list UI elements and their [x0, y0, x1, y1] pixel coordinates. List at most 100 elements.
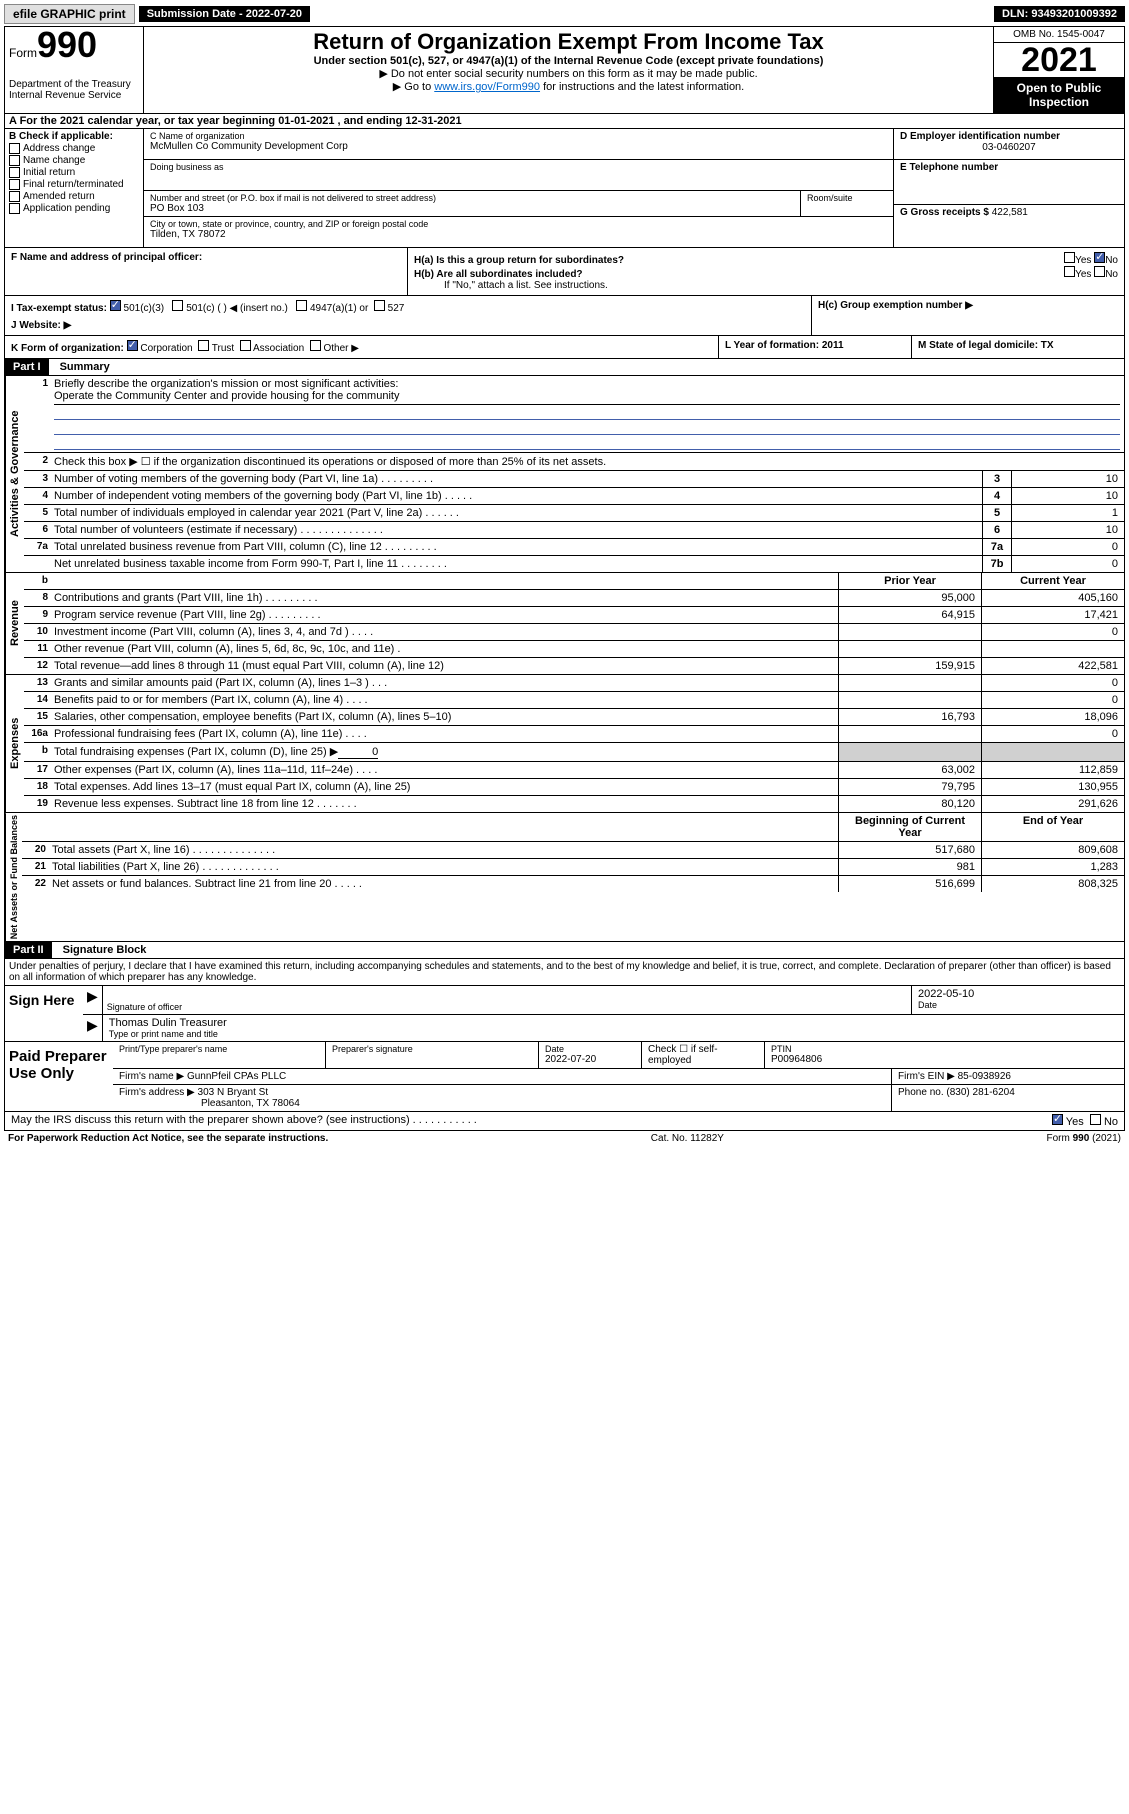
chk-other[interactable] [310, 340, 321, 351]
pt-check: Check ☐ if self-employed [642, 1042, 765, 1068]
part2-title: Signature Block [55, 944, 147, 956]
cy-h: Current Year [981, 573, 1124, 589]
discuss-no-lbl: No [1104, 1116, 1118, 1128]
l12p: 159,915 [838, 658, 981, 674]
f-label: F Name and address of principal officer: [11, 252, 202, 263]
hb-yes[interactable] [1064, 266, 1075, 277]
firm-ein: 85-0938926 [958, 1071, 1011, 1082]
chk-initial[interactable] [9, 167, 20, 178]
city: Tilden, TX 78072 [150, 229, 887, 240]
pt-date: 2022-07-20 [545, 1054, 635, 1065]
l1-text: Briefly describe the organization's miss… [54, 378, 1120, 390]
chk-501c3[interactable] [110, 300, 121, 311]
lbl-corp: Corporation [140, 343, 192, 354]
firm-name: GunnPfeil CPAs PLLC [187, 1071, 286, 1082]
firm-addr2: Pleasanton, TX 78064 [119, 1098, 885, 1109]
l16bc-shade [981, 743, 1124, 761]
j-website: J Website: ▶ [11, 320, 805, 331]
l18c: 130,955 [981, 779, 1124, 795]
dln: DLN: 93493201009392 [994, 6, 1125, 22]
chk-trust[interactable] [198, 340, 209, 351]
l5: Total number of individuals employed in … [50, 505, 982, 521]
l13: Grants and similar amounts paid (Part IX… [50, 675, 838, 691]
lbl-initial: Initial return [23, 167, 75, 178]
l20c: 809,608 [981, 842, 1124, 858]
officer-name: Thomas Dulin Treasurer [109, 1017, 1118, 1029]
ha-label: H(a) Is this a group return for subordin… [414, 255, 624, 266]
l4: Number of independent voting members of … [50, 488, 982, 504]
form-word: Form [9, 46, 37, 60]
chk-amended[interactable] [9, 191, 20, 202]
l14c: 0 [981, 692, 1124, 708]
l18p: 79,795 [838, 779, 981, 795]
footer: For Paperwork Reduction Act Notice, see … [4, 1131, 1125, 1146]
chk-4947[interactable] [296, 300, 307, 311]
discuss-yes[interactable] [1052, 1114, 1063, 1125]
chk-address[interactable] [9, 143, 20, 154]
firm-ein-label: Firm's EIN ▶ [898, 1071, 955, 1082]
l3v: 10 [1011, 471, 1124, 487]
ein-label: D Employer identification number [900, 131, 1118, 142]
l7b: Net unrelated business taxable income fr… [50, 556, 982, 572]
header-left: Form 990 Department of the Treasury Inte… [5, 27, 144, 113]
l8p: 95,000 [838, 590, 981, 606]
chk-final[interactable] [9, 179, 20, 190]
row-k: K Form of organization: Corporation Trus… [5, 336, 1124, 359]
ha-no[interactable] [1094, 252, 1105, 263]
firm-phone-label: Phone no. [898, 1087, 944, 1098]
l19: Revenue less expenses. Subtract line 18 … [50, 796, 838, 812]
l10: Investment income (Part VIII, column (A)… [50, 624, 838, 640]
l19p: 80,120 [838, 796, 981, 812]
discuss-q: May the IRS discuss this return with the… [11, 1114, 477, 1128]
notice-link: ▶ Go to www.irs.gov/Form990 for instruct… [150, 80, 987, 93]
chk-corp[interactable] [127, 340, 138, 351]
l20: Total assets (Part X, line 16) . . . . .… [48, 842, 838, 858]
vtab-net: Net Assets or Fund Balances [5, 813, 22, 941]
col-b: B Check if applicable: Address change Na… [5, 129, 144, 247]
vtab-exp: Expenses [5, 675, 24, 812]
vtab-gov: Activities & Governance [5, 376, 24, 572]
form-title: Return of Organization Exempt From Incom… [150, 29, 987, 55]
form-number: 990 [37, 29, 97, 61]
officer-name-label: Type or print name and title [109, 1029, 1118, 1039]
discuss-row: May the IRS discuss this return with the… [5, 1111, 1124, 1130]
phone-label: E Telephone number [900, 162, 1118, 173]
pt-name-label: Print/Type preparer's name [119, 1044, 319, 1054]
l16ap [838, 726, 981, 742]
l15: Salaries, other compensation, employee b… [50, 709, 838, 725]
irs-link[interactable]: www.irs.gov/Form990 [434, 81, 540, 93]
l2: Check this box ▶ ☐ if the organization d… [50, 453, 1124, 470]
chk-name[interactable] [9, 155, 20, 166]
chk-app[interactable] [9, 203, 20, 214]
l11p [838, 641, 981, 657]
ha-no-lbl: No [1105, 255, 1118, 266]
l16b-v: 0 [338, 746, 378, 759]
part2-label: Part II [5, 942, 52, 958]
sig-date: 2022-05-10 [918, 988, 1118, 1000]
l14p [838, 692, 981, 708]
chk-501c[interactable] [172, 300, 183, 311]
chk-assoc[interactable] [240, 340, 251, 351]
l5v: 1 [1011, 505, 1124, 521]
lbl-trust: Trust [212, 343, 234, 354]
l11c [981, 641, 1124, 657]
cat-no: Cat. No. 11282Y [651, 1133, 724, 1144]
notice-pre: ▶ Go to [393, 81, 434, 93]
l9p: 64,915 [838, 607, 981, 623]
l10c: 0 [981, 624, 1124, 640]
main-info: B Check if applicable: Address change Na… [5, 129, 1124, 248]
bl1 [54, 405, 1120, 420]
bl2 [54, 420, 1120, 435]
firm-phone: (830) 281-6204 [946, 1087, 1014, 1098]
l21c: 1,283 [981, 859, 1124, 875]
efile-print-button[interactable]: efile GRAPHIC print [4, 4, 135, 24]
ha-yes[interactable] [1064, 252, 1075, 263]
chk-527[interactable] [374, 300, 385, 311]
lbl-app: Application pending [23, 203, 110, 214]
lbl-4947: 4947(a)(1) or [310, 303, 368, 314]
l13c: 0 [981, 675, 1124, 691]
l7av: 0 [1011, 539, 1124, 555]
bcy-h: Beginning of Current Year [838, 813, 981, 841]
hb-no[interactable] [1094, 266, 1105, 277]
discuss-no[interactable] [1090, 1114, 1101, 1125]
